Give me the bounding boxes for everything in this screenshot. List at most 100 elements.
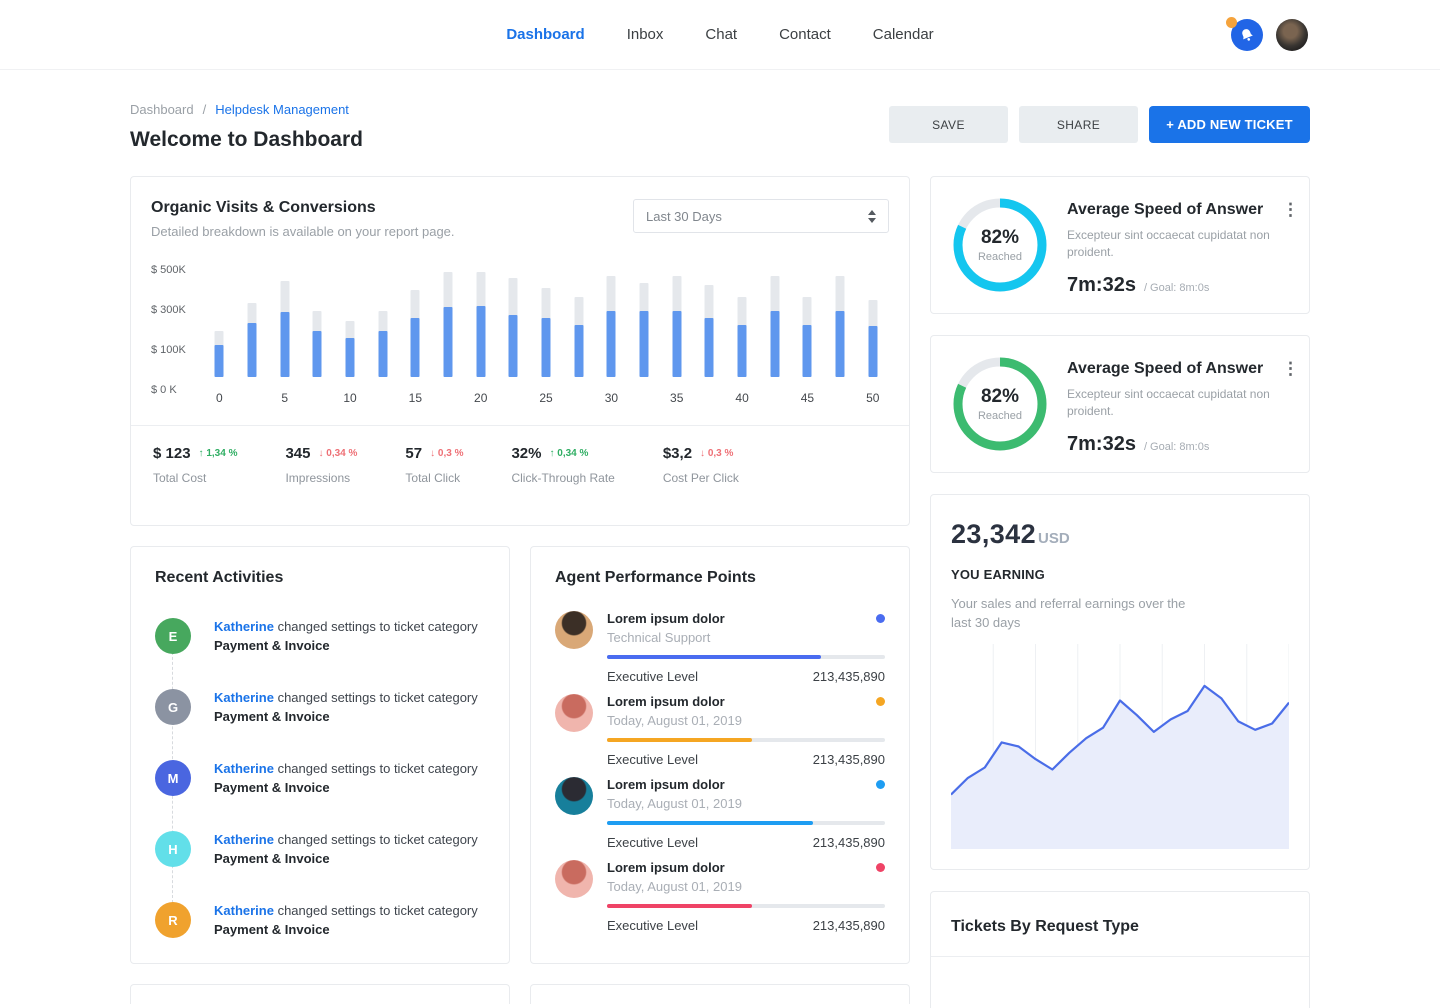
bell-icon (1242, 28, 1253, 41)
top-header: Dashboard Inbox Chat Contact Calendar (0, 0, 1440, 70)
agent-subtitle: Technical Support (607, 630, 711, 645)
trend-down-icon: ↓ 0,3 % (430, 448, 464, 459)
nav-item-dashboard[interactable]: Dashboard (506, 26, 585, 43)
bar-column: 30 (595, 265, 628, 405)
activity-text: Katherine changed settings to ticket cat… (214, 903, 478, 937)
activity-user-link[interactable]: Katherine (214, 903, 274, 918)
y-axis-tick: $ 500K (151, 264, 186, 276)
agent-performance-title: Agent Performance Points (555, 569, 756, 586)
speed-goal-label: / Goal: 8m:0s (1143, 282, 1210, 294)
speed-card-description: Excepteur sint occaecat cupidatat non pr… (1067, 228, 1270, 259)
bar-total-segment (378, 310, 388, 377)
earnings-description: Your sales and referral earnings over th… (951, 596, 1186, 630)
agent-level-label: Executive Level (607, 918, 699, 933)
kpi-value: 345 (285, 445, 311, 462)
activity-list-item: M Katherine changed settings to ticket ca… (155, 759, 485, 797)
agent-progress-track (607, 738, 885, 742)
notifications-button[interactable] (1226, 16, 1263, 51)
kpi-stat: 345 ↓ 0,34 % Impressions (285, 445, 357, 485)
status-dot-icon (876, 780, 885, 789)
kpi-value-row: 57 ↓ 0,3 % (405, 445, 463, 462)
organic-card-title: Organic Visits & Conversions (151, 199, 376, 216)
save-button[interactable]: SAVE (889, 106, 1008, 143)
activity-user-link[interactable]: Katherine (214, 619, 274, 634)
y-axis-tick: $ 0 K (151, 384, 177, 396)
activity-target: Payment & Invoice (214, 709, 330, 724)
donut-percent: 82% (980, 386, 1020, 407)
speed-time-value: 7m:32s (1067, 274, 1136, 296)
activity-text: Katherine changed settings to ticket cat… (214, 832, 478, 866)
agent-name: Lorem ipsum dolor (607, 611, 725, 626)
bar-column (497, 265, 530, 405)
bar-total-segment (541, 288, 551, 377)
add-new-ticket-button[interactable]: + ADD NEW TICKET (1149, 106, 1310, 143)
activity-avatar: R (155, 902, 191, 938)
kebab-menu-icon[interactable]: ⋮ (1282, 200, 1299, 219)
kebab-menu-icon[interactable]: ⋮ (1282, 359, 1299, 378)
nav-item-calendar[interactable]: Calendar (872, 26, 934, 43)
cutoff-card-right (530, 984, 910, 1004)
agent-subtitle: Today, August 01, 2019 (607, 713, 742, 728)
earnings-amount: 23,342 (951, 519, 1036, 549)
x-axis-tick: 15 (408, 391, 423, 405)
kpi-label: Click-Through Rate (511, 471, 615, 485)
kpi-label: Total Cost (153, 471, 207, 485)
agent-progress-track (607, 655, 885, 659)
agent-level-row: Executive Level 213,435,890 (607, 752, 885, 767)
period-select[interactable]: Last 30 Days (633, 199, 889, 233)
activity-user-link[interactable]: Katherine (214, 761, 274, 776)
bar-total-segment (280, 280, 290, 377)
organic-bar-chart: $ 500K $ 300K $ 100K $ 0 K 0 5 10 15 20 25 30 35 40… (151, 264, 889, 405)
period-select-value: Last 30 Days (646, 208, 722, 224)
agent-avatar-photo (555, 777, 593, 815)
activity-user-link[interactable]: Katherine (214, 832, 274, 847)
speed-of-answer-card-1: 82% Reached Average Speed of Answer ⋮ Ex… (930, 176, 1310, 314)
bar-value-segment (802, 324, 812, 377)
bar-column: 0 (203, 265, 236, 405)
bar-chart-plot: 0 5 10 15 20 25 30 35 40 45 50 (203, 265, 889, 405)
bar-value-segment (541, 318, 551, 377)
bar-total-segment (508, 278, 518, 377)
agent-level-row: Executive Level 213,435,890 (607, 918, 885, 933)
bar-value-segment (770, 310, 780, 377)
y-axis-tick: $ 300K (151, 304, 186, 316)
bar-total-segment (574, 297, 584, 377)
nav-item-inbox[interactable]: Inbox (626, 26, 664, 43)
agent-name: Lorem ipsum dolor (607, 860, 725, 875)
nav-item-contact[interactable]: Contact (779, 26, 831, 43)
breadcrumb-current[interactable]: Helpdesk Management (215, 102, 349, 117)
activity-user-link[interactable]: Katherine (214, 690, 274, 705)
bar-value-segment (378, 330, 388, 377)
bar-total-segment (214, 330, 224, 377)
bar-total-segment (835, 275, 845, 377)
speed-time-value: 7m:32s (1067, 433, 1136, 455)
kpi-stat: 57 ↓ 0,3 % Total Click (405, 445, 463, 485)
donut-reached-label: Reached (977, 251, 1023, 263)
bar-value-segment (214, 344, 224, 377)
user-avatar[interactable] (1276, 18, 1308, 51)
kpi-value-row: 32% ↑ 0,34 % (511, 445, 614, 462)
breadcrumb-root[interactable]: Dashboard (130, 102, 194, 117)
agent-subtitle: Today, August 01, 2019 (607, 796, 742, 811)
agent-top-row: Lorem ipsum dolor (607, 694, 885, 709)
share-button[interactable]: SHARE (1019, 106, 1138, 143)
header-actions (1226, 16, 1308, 51)
bar-value-segment (476, 305, 486, 377)
bar-total-segment (476, 272, 486, 377)
activity-avatar: E (155, 618, 191, 654)
nav-item-chat[interactable]: Chat (705, 26, 738, 43)
speed-goal-label: / Goal: 8m:0s (1143, 441, 1210, 453)
agent-subtitle: Today, August 01, 2019 (607, 879, 742, 894)
bar-total-segment (704, 284, 714, 377)
activity-list-item: E Katherine changed settings to ticket ca… (155, 617, 485, 655)
agent-avatar-photo (555, 860, 593, 898)
earnings-label: YOU EARNING (951, 567, 1045, 582)
agent-body: Lorem ipsum dolor Today, August 01, 2019 E… (607, 777, 885, 850)
kpi-stat: $ 123 ↑ 1,34 % Total Cost (153, 445, 237, 485)
bar-column (366, 265, 399, 405)
bar-column: 50 (856, 265, 889, 405)
donut-ring-icon (953, 357, 1047, 451)
bar-total-segment (802, 297, 812, 377)
bar-value-segment (606, 310, 616, 377)
agent-progress-fill (607, 904, 752, 908)
